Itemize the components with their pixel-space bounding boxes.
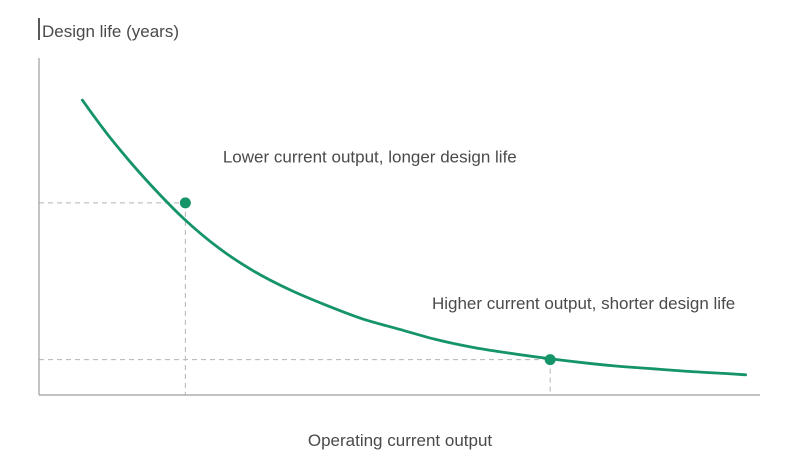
guide-lines xyxy=(39,202,551,395)
data-point-1 xyxy=(179,197,191,209)
data-point-markers xyxy=(179,197,556,366)
y-axis-title: Design life (years) xyxy=(42,22,179,41)
data-point-2 xyxy=(544,354,556,366)
annotation-2: Higher current output, shorter design li… xyxy=(432,294,735,313)
x-axis-title: Operating current output xyxy=(308,431,493,450)
annotations: Lower current output, longer design life… xyxy=(223,147,735,313)
design-life-curve xyxy=(80,98,747,377)
annotation-1: Lower current output, longer design life xyxy=(223,147,517,166)
